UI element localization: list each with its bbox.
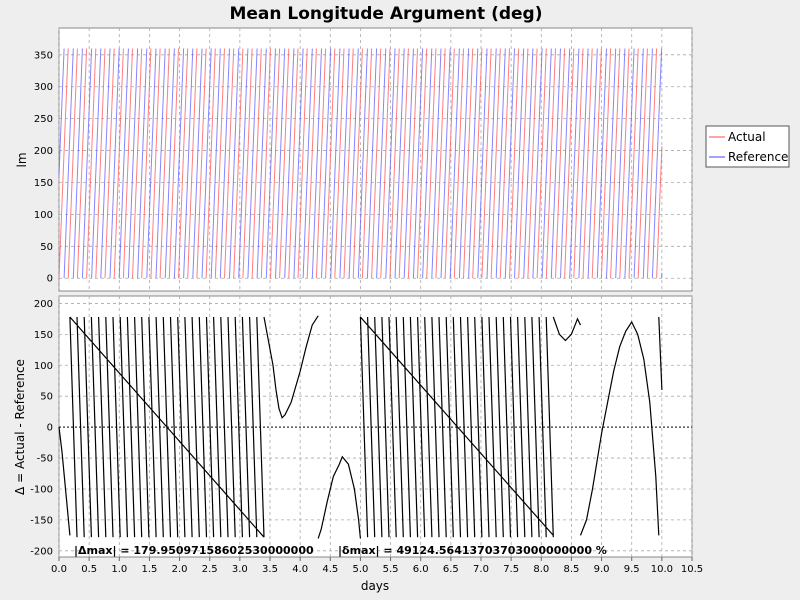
top-y-tick-label: 0: [47, 274, 53, 285]
legend: Actual Reference: [705, 125, 790, 168]
top-y-tick-label: 350: [34, 50, 53, 61]
bottom-series: [58, 315, 663, 539]
delta-percent-annotation: |δmax| = 49124.56413703703000000000 %: [338, 544, 607, 557]
top-y-ticks: 0 50 100 150 200 250 300 350: [34, 50, 53, 284]
series-line-reference: [58, 48, 663, 279]
x-axis-label: days: [361, 579, 389, 593]
x-tick-label: 5.0: [352, 564, 368, 575]
x-tick-label: 4.0: [292, 564, 308, 575]
bottom-y-tick-label: 150: [34, 330, 53, 341]
x-tick-label: 10.5: [681, 564, 703, 575]
x-tick-label: 9.5: [624, 564, 640, 575]
x-tick-label: 2.0: [172, 564, 188, 575]
x-tick-label: 10.0: [651, 564, 673, 575]
legend-label-actual: Actual: [728, 130, 766, 144]
x-tick-label: 8.0: [533, 564, 549, 575]
top-y-tick-label: 250: [34, 114, 53, 125]
top-y-tick-label: 150: [34, 178, 53, 189]
x-tick-label: 7.0: [473, 564, 489, 575]
x-tick-label: 5.5: [383, 564, 399, 575]
bottom-y-tick-label: 200: [34, 299, 53, 310]
top-y-tick-label: 300: [34, 82, 53, 93]
x-tick-label: 8.5: [563, 564, 579, 575]
bottom-y-tick-label: -50: [37, 454, 53, 465]
bottom-y-tick-label: 100: [34, 361, 53, 372]
x-tick-label: 3.0: [232, 564, 248, 575]
top-y-tick-label: 200: [34, 146, 53, 157]
top-y-tick-label: 100: [34, 210, 53, 221]
x-tick-label: 1.0: [111, 564, 127, 575]
top-series: [58, 48, 663, 279]
x-tick-label: 0.5: [81, 564, 97, 575]
series-line-actual: [58, 48, 663, 279]
bottom-y-tick-label: -200: [30, 546, 53, 557]
x-tick-label: 7.5: [503, 564, 519, 575]
bottom-y-tick-label: 50: [40, 392, 53, 403]
x-tick-label: 6.5: [443, 564, 459, 575]
x-tick-label: 9.0: [594, 564, 610, 575]
delta-max-annotation: |Δmax| = 179.95097158602530000000: [74, 544, 314, 557]
bottom-y-axis-label: Δ = Actual - Reference: [13, 359, 27, 495]
top-y-axis-label: lm: [15, 152, 29, 167]
x-tick-label: 1.5: [141, 564, 157, 575]
legend-label-reference: Reference: [728, 150, 788, 164]
bottom-y-tick-label: -100: [30, 484, 53, 495]
x-ticks: 0.0 0.5 1.0 1.5 2.0 2.5 3.0 3.5 4.0 4.5 5.0 5.5 6.0 6…: [51, 557, 703, 575]
x-tick-label: 3.5: [262, 564, 278, 575]
delta-series-line: [58, 315, 663, 539]
x-tick-label: 4.5: [322, 564, 338, 575]
legend-box: [705, 125, 790, 168]
x-tick-label: 2.5: [202, 564, 218, 575]
bottom-y-ticks: -200 -150 -100 -50 0 50 100 150 200: [30, 299, 53, 557]
x-tick-label: 6.0: [413, 564, 429, 575]
bottom-y-tick-label: -150: [30, 515, 53, 526]
top-y-tick-label: 50: [40, 242, 53, 253]
bottom-y-tick-label: 0: [47, 423, 53, 434]
x-tick-label: 0.0: [51, 564, 67, 575]
chart-title: Mean Longitude Argument (deg): [229, 4, 542, 24]
